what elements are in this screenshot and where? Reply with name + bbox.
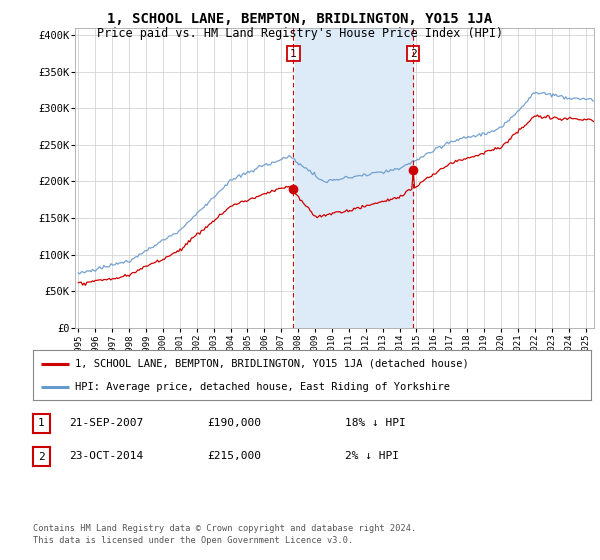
- Text: 1, SCHOOL LANE, BEMPTON, BRIDLINGTON, YO15 1JA: 1, SCHOOL LANE, BEMPTON, BRIDLINGTON, YO…: [107, 12, 493, 26]
- Text: £215,000: £215,000: [207, 451, 261, 461]
- Text: 18% ↓ HPI: 18% ↓ HPI: [345, 418, 406, 428]
- Text: 23-OCT-2014: 23-OCT-2014: [69, 451, 143, 461]
- Text: 1: 1: [290, 49, 297, 59]
- Text: 21-SEP-2007: 21-SEP-2007: [69, 418, 143, 428]
- Text: HPI: Average price, detached house, East Riding of Yorkshire: HPI: Average price, detached house, East…: [75, 382, 450, 392]
- Text: £190,000: £190,000: [207, 418, 261, 428]
- Text: 1, SCHOOL LANE, BEMPTON, BRIDLINGTON, YO15 1JA (detached house): 1, SCHOOL LANE, BEMPTON, BRIDLINGTON, YO…: [75, 358, 469, 368]
- Text: Price paid vs. HM Land Registry's House Price Index (HPI): Price paid vs. HM Land Registry's House …: [97, 27, 503, 40]
- Text: Contains HM Land Registry data © Crown copyright and database right 2024.: Contains HM Land Registry data © Crown c…: [33, 524, 416, 533]
- Text: This data is licensed under the Open Government Licence v3.0.: This data is licensed under the Open Gov…: [33, 536, 353, 545]
- Text: 1: 1: [38, 418, 45, 428]
- Text: 2: 2: [38, 452, 45, 462]
- Text: 2: 2: [410, 49, 416, 59]
- Text: 2% ↓ HPI: 2% ↓ HPI: [345, 451, 399, 461]
